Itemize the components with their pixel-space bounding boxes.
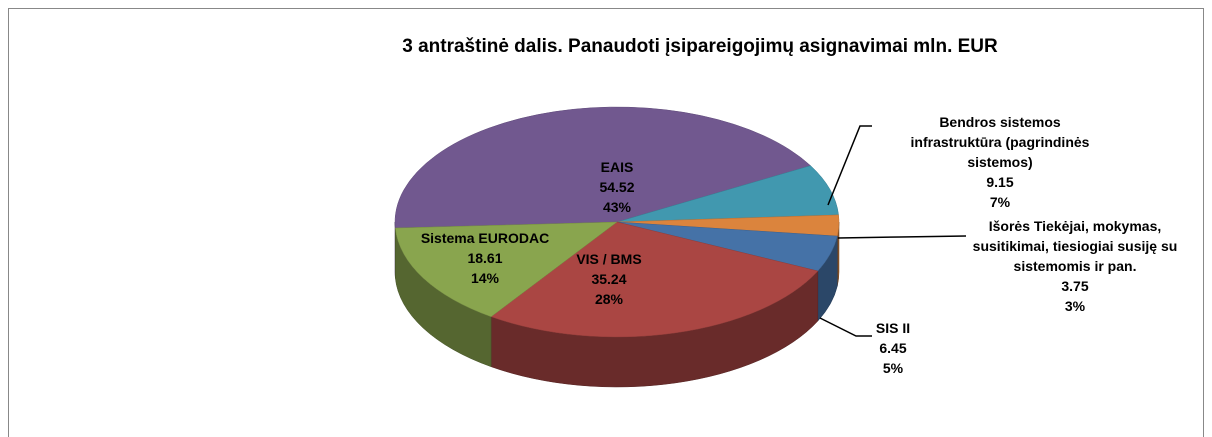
frame: [8, 8, 1204, 437]
data-label: EAIS 54.52 43%: [557, 157, 677, 217]
label-name: VIS / BMS: [576, 251, 642, 267]
label-value: 54.52: [599, 179, 635, 195]
label-value: 6.45: [879, 340, 907, 356]
leader-line: [837, 235, 967, 239]
label-percent: 5%: [882, 360, 904, 376]
label-name: SIS II: [875, 320, 911, 336]
data-label: VIS / BMS 35.24 28%: [549, 249, 669, 309]
slice: [395, 221, 618, 318]
label-percent: 43%: [602, 199, 632, 215]
data-label: Išorės Tiekėjai, mokymas, susitikimai, t…: [960, 216, 1190, 316]
chart-title: 3 antraštinė dalis. Panaudoti įsipareigo…: [402, 36, 998, 57]
label-value: 9.15: [986, 174, 1014, 190]
label-percent: 28%: [594, 291, 624, 307]
data-label: SIS II 6.45 5%: [853, 318, 933, 378]
label-name: Sistema EURODAC: [420, 230, 550, 246]
leader-line: [827, 125, 872, 206]
label-percent: 7%: [989, 194, 1011, 210]
label-value: 18.61: [467, 250, 503, 266]
slice: [616, 165, 839, 223]
label-name: Išorės Tiekėjai, mokymas, susitikimai, t…: [972, 218, 1178, 274]
label-value: 35.24: [591, 271, 627, 287]
data-label: Bendros sistemos infrastruktūra (pagrind…: [905, 112, 1095, 212]
leader-line: [819, 317, 872, 337]
data-label: Sistema EURODAC 18.61 14%: [405, 228, 565, 288]
label-name: EAIS: [600, 159, 634, 175]
label-percent: 14%: [470, 270, 500, 286]
slice: [490, 221, 819, 338]
slice: [394, 106, 812, 229]
label-value: 3.75: [1061, 278, 1089, 294]
label-percent: 3%: [1064, 298, 1086, 314]
label-name: Bendros sistemos infrastruktūra (pagrind…: [910, 114, 1090, 170]
